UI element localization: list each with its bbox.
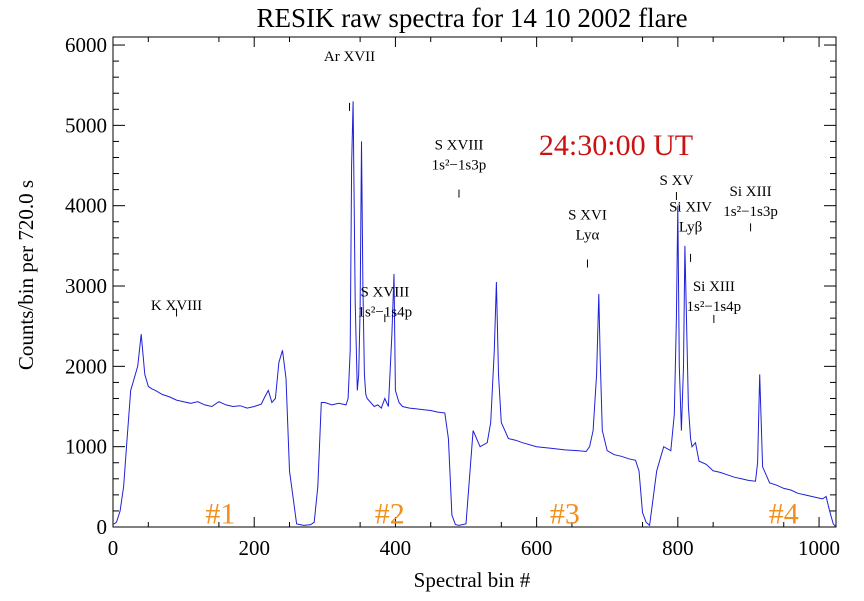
x-tick-label: 1000 bbox=[798, 536, 840, 560]
line-annotation-sub: Lyα bbox=[576, 227, 600, 243]
detector-label: #4 bbox=[769, 497, 799, 530]
line-annotation: S XVIII bbox=[435, 137, 484, 153]
y-tick-label: 1000 bbox=[65, 435, 107, 459]
time-label: 24:30:00 UT bbox=[539, 129, 693, 162]
x-tick-label: 0 bbox=[108, 536, 119, 560]
line-annotation-sub: 1s²−1s4p bbox=[687, 299, 742, 315]
detector-label: #3 bbox=[550, 497, 580, 530]
chart-title: RESIK raw spectra for 14 10 2002 flare bbox=[256, 3, 687, 33]
x-tick-label: 400 bbox=[380, 536, 412, 560]
line-annotation: Si XIII bbox=[730, 184, 772, 200]
y-tick-label: 3000 bbox=[65, 274, 107, 298]
y-tick-label: 4000 bbox=[65, 194, 107, 218]
x-tick-label: 800 bbox=[662, 536, 694, 560]
line-annotation: Ar XVII bbox=[324, 49, 375, 65]
spectrum-line bbox=[112, 101, 836, 527]
y-tick-label: 2000 bbox=[65, 354, 107, 378]
x-axis-label: Spectral bin # bbox=[414, 568, 531, 592]
y-tick-label: 6000 bbox=[65, 33, 107, 57]
y-tick-label: 0 bbox=[97, 515, 108, 539]
line-annotation: S XVI bbox=[568, 207, 607, 223]
plot-frame bbox=[112, 36, 837, 528]
x-tick-label: 200 bbox=[238, 536, 270, 560]
detector-label: #2 bbox=[375, 497, 405, 530]
line-annotation: K XVIII bbox=[151, 298, 202, 314]
line-annotation-sub: 1s²−1s3p bbox=[432, 157, 487, 173]
line-annotation-sub: 1s²−1s4p bbox=[358, 304, 413, 320]
y-tick-label: 5000 bbox=[65, 113, 107, 137]
plot-area: 0 200 400 600 800 1000 0 1000 2000 3000 4000 5000 60… bbox=[65, 33, 840, 560]
line-annotation: Si XIV bbox=[669, 199, 712, 215]
y-axis-label: Counts/bin per 720.0 s bbox=[14, 180, 38, 370]
line-annotation: S XVIII bbox=[360, 284, 409, 300]
line-annotation: S XV bbox=[660, 173, 694, 189]
line-annotation-sub: Lyβ bbox=[679, 219, 702, 235]
line-annotation: Si XIII bbox=[693, 279, 735, 295]
detector-label: #1 bbox=[205, 497, 235, 530]
line-annotation-sub: 1s²−1s3p bbox=[723, 204, 778, 220]
x-tick-label: 600 bbox=[521, 536, 553, 560]
